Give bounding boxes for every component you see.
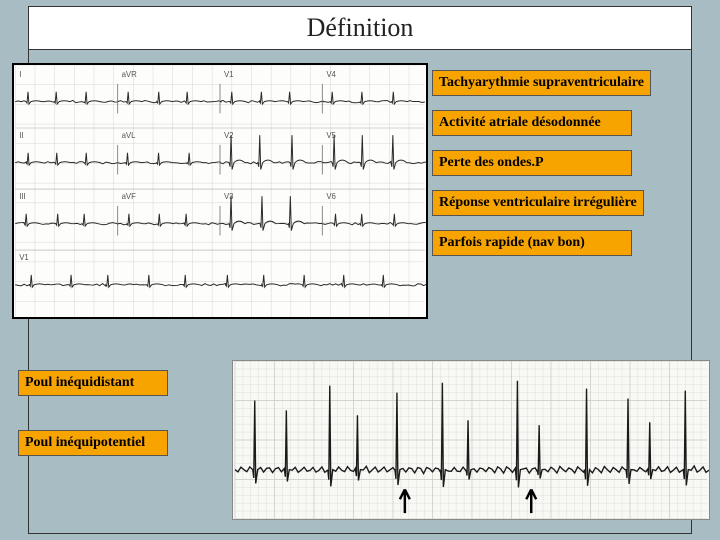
ecg-rhythm-strip (232, 360, 710, 520)
svg-text:III: III (19, 192, 26, 201)
slide: Définition IaVR V1 V4 II aVL V2 V5 III aVF V3 V6 V1… (0, 0, 720, 540)
bullet-item: Réponse ventriculaire irrégulière (432, 190, 644, 216)
bullet-item: Poul inéquipotentiel (18, 430, 168, 456)
bullet-item: Perte des ondes.P (432, 150, 632, 176)
svg-text:V6: V6 (326, 192, 336, 201)
rhythm-strip-svg (233, 361, 709, 519)
page-title: Définition (307, 13, 414, 43)
bullet-item: Tachyarythmie supraventriculaire (432, 70, 651, 96)
ecg-12-lead-svg: IaVR V1 V4 II aVL V2 V5 III aVF V3 V6 V1 (14, 65, 426, 317)
svg-text:aVL: aVL (122, 131, 137, 140)
svg-text:aVR: aVR (122, 70, 138, 79)
title-box: Définition (28, 6, 692, 50)
bullet-item: Poul inéquidistant (18, 370, 168, 396)
svg-text:V2: V2 (224, 131, 234, 140)
bullet-item: Activité atriale désodonnée (432, 110, 632, 136)
bullet-item: Parfois rapide (nav bon) (432, 230, 632, 256)
svg-text:V4: V4 (326, 70, 336, 79)
svg-text:V1: V1 (19, 253, 29, 262)
svg-text:aVF: aVF (122, 192, 137, 201)
ecg-12-lead: IaVR V1 V4 II aVL V2 V5 III aVF V3 V6 V1 (12, 63, 428, 319)
svg-text:II: II (19, 131, 23, 140)
right-bullet-list: Tachyarythmie supraventriculaire Activit… (432, 70, 714, 270)
svg-text:V3: V3 (224, 192, 234, 201)
svg-text:V5: V5 (326, 131, 336, 140)
left-bullet-list: Poul inéquidistant Poul inéquipotentiel (18, 370, 218, 490)
svg-text:V1: V1 (224, 70, 234, 79)
svg-text:I: I (19, 70, 21, 79)
